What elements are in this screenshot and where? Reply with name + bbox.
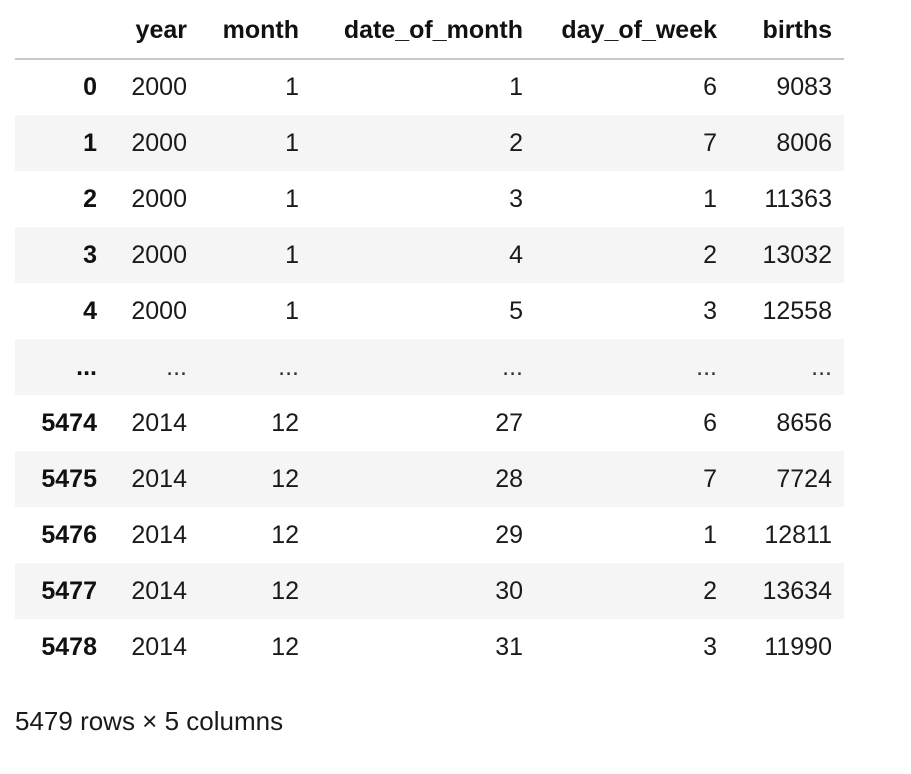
cell-year: 2014 — [131, 576, 187, 605]
cell-year: 2000 — [131, 296, 187, 325]
cell-year: 2014 — [131, 464, 187, 493]
cell-year: 2000 — [131, 73, 187, 101]
cell-births: 8656 — [776, 408, 832, 437]
row-index: 0 — [83, 73, 97, 101]
cell-day-of-week: 2 — [703, 576, 717, 605]
cell-day-of-week: 2 — [703, 240, 717, 269]
cell-births: 11990 — [764, 632, 832, 661]
cell-ellipsis: ... — [811, 352, 832, 381]
cell-date-of-month: 27 — [495, 408, 523, 437]
cell-date-of-month: 5 — [509, 296, 523, 325]
dataframe-table: year month date_of_month day_of_week bir… — [15, 3, 844, 675]
column-header-births: births — [729, 3, 844, 60]
cell-date-of-month: 1 — [509, 73, 523, 101]
header-row: year month date_of_month day_of_week bir… — [15, 3, 844, 60]
cell-day-of-week: 1 — [703, 520, 717, 549]
row-index: 4 — [83, 296, 97, 325]
table-row: 5478 2014 12 31 3 11990 — [15, 619, 844, 675]
cell-births: 8006 — [776, 128, 832, 157]
table-row: 1 2000 1 2 7 8006 — [15, 115, 844, 171]
dataframe-output: year month date_of_month day_of_week bir… — [15, 3, 844, 675]
ellipsis-row: ... ... ... ... ... ... — [15, 339, 844, 395]
cell-ellipsis: ... — [166, 352, 187, 381]
cell-births: 9083 — [776, 73, 832, 101]
cell-year: 2000 — [131, 184, 187, 213]
row-index: 5477 — [41, 576, 97, 605]
cell-date-of-month: 2 — [509, 128, 523, 157]
column-header-year: year — [109, 3, 199, 60]
index-header — [15, 3, 109, 60]
cell-year: 2014 — [131, 408, 187, 437]
cell-month: 1 — [285, 128, 299, 157]
column-header-day-of-week: day_of_week — [535, 3, 729, 60]
cell-month: 1 — [285, 240, 299, 269]
table-row: 0 2000 1 1 6 9083 — [15, 59, 844, 115]
cell-month: 1 — [285, 73, 299, 101]
cell-day-of-week: 6 — [703, 408, 717, 437]
cell-births: 13032 — [762, 240, 832, 269]
cell-month: 12 — [271, 520, 299, 549]
cell-date-of-month: 4 — [509, 240, 523, 269]
table-row: 5474 2014 12 27 6 8656 — [15, 395, 844, 451]
cell-births: 7724 — [776, 464, 832, 493]
cell-year: 2000 — [131, 240, 187, 269]
column-header-date-of-month: date_of_month — [311, 3, 535, 60]
cell-day-of-week: 7 — [703, 128, 717, 157]
cell-ellipsis: ... — [696, 352, 717, 381]
table-row: 3 2000 1 4 2 13032 — [15, 227, 844, 283]
cell-date-of-month: 30 — [495, 576, 523, 605]
row-index: 5475 — [41, 464, 97, 493]
table-row: 2 2000 1 3 1 11363 — [15, 171, 844, 227]
table-row: 5475 2014 12 28 7 7724 — [15, 451, 844, 507]
dataframe-shape-summary: 5479 rows × 5 columns — [15, 706, 284, 736]
cell-month: 1 — [285, 296, 299, 325]
row-index-ellipsis: ... — [76, 352, 97, 381]
table-row: 5477 2014 12 30 2 13634 — [15, 563, 844, 619]
cell-births: 12558 — [762, 296, 832, 325]
cell-day-of-week: 3 — [703, 296, 717, 325]
cell-month: 12 — [271, 408, 299, 437]
cell-births: 12811 — [764, 520, 832, 549]
cell-date-of-month: 29 — [495, 520, 523, 549]
row-index: 5474 — [41, 408, 97, 437]
cell-date-of-month: 31 — [495, 632, 523, 661]
cell-year: 2014 — [131, 632, 187, 661]
cell-month: 12 — [271, 632, 299, 661]
column-header-month: month — [199, 3, 311, 60]
cell-births: 11363 — [764, 184, 832, 213]
cell-day-of-week: 6 — [703, 73, 717, 101]
cell-day-of-week: 1 — [703, 184, 717, 213]
cell-month: 12 — [271, 576, 299, 605]
row-index: 3 — [83, 240, 97, 269]
row-index: 1 — [83, 128, 97, 157]
cell-day-of-week: 7 — [703, 464, 717, 493]
row-index: 5478 — [41, 632, 97, 661]
cell-ellipsis: ... — [278, 352, 299, 381]
cell-month: 12 — [271, 464, 299, 493]
cell-year: 2000 — [131, 128, 187, 157]
table-row: 5476 2014 12 29 1 12811 — [15, 507, 844, 563]
cell-date-of-month: 28 — [495, 464, 523, 493]
row-index: 2 — [83, 184, 97, 213]
cell-year: 2014 — [131, 520, 187, 549]
cell-day-of-week: 3 — [703, 632, 717, 661]
row-index: 5476 — [41, 520, 97, 549]
cell-ellipsis: ... — [502, 352, 523, 381]
cell-date-of-month: 3 — [509, 184, 523, 213]
table-row: 4 2000 1 5 3 12558 — [15, 283, 844, 339]
cell-month: 1 — [285, 184, 299, 213]
cell-births: 13634 — [762, 576, 832, 605]
